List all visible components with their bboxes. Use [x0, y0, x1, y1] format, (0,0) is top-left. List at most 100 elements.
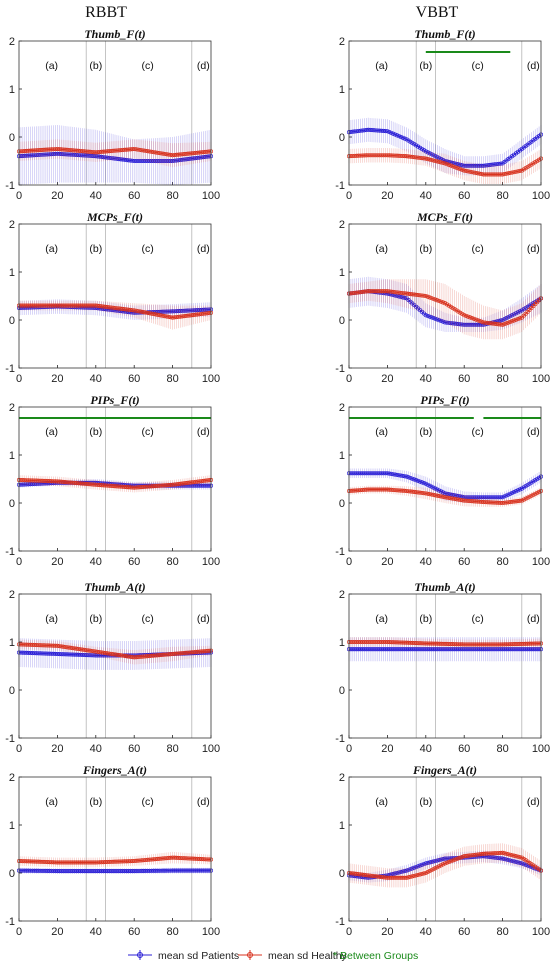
mean-marker	[170, 158, 175, 164]
mean-marker	[180, 308, 185, 313]
mean-marker	[429, 152, 434, 157]
mean-marker	[135, 147, 141, 152]
mean-marker	[168, 152, 173, 157]
mean-marker	[47, 303, 52, 308]
mean-marker	[182, 314, 187, 319]
x-tick-label: 40	[420, 190, 432, 202]
phase-label: (d)	[197, 796, 210, 808]
mean-marker	[398, 290, 403, 295]
mean-marker	[183, 157, 189, 162]
mean-marker	[30, 303, 35, 308]
mean-marker	[350, 129, 355, 134]
plot-area	[19, 224, 211, 368]
mean-marker	[24, 148, 29, 153]
mean-marker	[160, 313, 166, 318]
mean-marker	[157, 151, 162, 156]
mean-marker	[147, 311, 152, 316]
mean-marker	[506, 171, 511, 176]
x-tick-label: 80	[496, 926, 508, 938]
mean-marker	[498, 161, 503, 166]
mean-marker	[57, 147, 62, 152]
mean-marker	[373, 128, 378, 133]
mean-marker	[159, 313, 164, 318]
mean-marker	[203, 154, 208, 159]
mean-marker	[70, 303, 75, 308]
mean-marker	[59, 303, 64, 308]
panel-title: Thumb_F(t)	[414, 27, 475, 41]
y-tick-label: 2	[339, 219, 345, 231]
mean-marker	[487, 172, 492, 177]
mean-marker	[187, 151, 192, 156]
mean-marker	[389, 130, 394, 135]
mean-marker	[174, 152, 179, 157]
mean-marker	[356, 290, 361, 295]
mean-marker	[55, 146, 60, 152]
x-tick-label: 100	[532, 190, 550, 202]
y-tick-label: 2	[9, 402, 15, 414]
mean-marker	[189, 151, 194, 156]
mean-marker	[366, 127, 371, 132]
mean-marker	[193, 308, 198, 313]
mean-marker	[38, 152, 43, 157]
legend-patients-marker-icon	[128, 950, 152, 960]
mean-line	[348, 290, 542, 326]
mean-marker	[76, 303, 81, 308]
mean-marker	[166, 309, 171, 314]
mean-marker	[105, 304, 110, 310]
mean-marker	[97, 149, 102, 155]
mean-marker	[373, 153, 378, 158]
mean-marker	[362, 153, 367, 158]
mean-marker	[174, 158, 179, 163]
mean-marker	[203, 307, 208, 312]
mean-marker	[381, 153, 386, 158]
x-tick-label: 40	[90, 556, 102, 568]
mean-marker	[400, 291, 405, 296]
panel-title: Thumb_A(t)	[84, 580, 145, 594]
mean-marker	[89, 149, 95, 155]
y-tick-label: 0	[9, 498, 15, 510]
mean-marker	[189, 308, 194, 313]
x-tick-label: 60	[458, 373, 470, 385]
mean-marker	[435, 155, 440, 160]
mean-marker	[504, 316, 509, 321]
x-tick-label: 80	[166, 926, 178, 938]
mean-marker	[36, 303, 41, 308]
mean-marker	[431, 296, 436, 301]
mean-marker	[366, 289, 371, 294]
mean-marker	[358, 153, 363, 158]
x-tick-label: 40	[90, 373, 102, 385]
mean-marker	[416, 292, 421, 298]
mean-marker	[180, 314, 185, 319]
mean-marker	[24, 153, 29, 158]
x-tick-label: 80	[496, 190, 508, 202]
mean-marker	[393, 132, 398, 137]
mean-marker	[364, 153, 369, 158]
mean-marker	[109, 305, 114, 310]
plot-frame	[348, 40, 542, 186]
mean-marker	[458, 167, 463, 172]
y-tick-label: -1	[335, 363, 345, 375]
mean-marker	[114, 306, 119, 311]
mean-marker	[99, 304, 104, 309]
mean-marker	[174, 315, 179, 320]
mean-marker	[70, 152, 75, 157]
mean-marker	[86, 149, 91, 154]
phase-label: (c)	[472, 796, 484, 808]
mean-marker	[141, 310, 146, 315]
x-tick-label: 20	[381, 190, 393, 202]
mean-marker	[421, 156, 426, 161]
y-tick-label: -1	[5, 733, 15, 745]
phase-label: (b)	[89, 796, 102, 808]
mean-marker	[105, 149, 110, 154]
mean-marker	[162, 151, 167, 157]
phase-label: (a)	[45, 60, 58, 72]
mean-marker	[78, 148, 83, 154]
x-tick-label: 60	[458, 743, 470, 755]
mean-marker	[496, 161, 501, 166]
mean-marker	[427, 314, 432, 319]
mean-marker	[76, 148, 81, 153]
mean-marker	[51, 147, 56, 152]
y-tick-label: -1	[335, 180, 345, 192]
mean-marker	[442, 320, 448, 325]
